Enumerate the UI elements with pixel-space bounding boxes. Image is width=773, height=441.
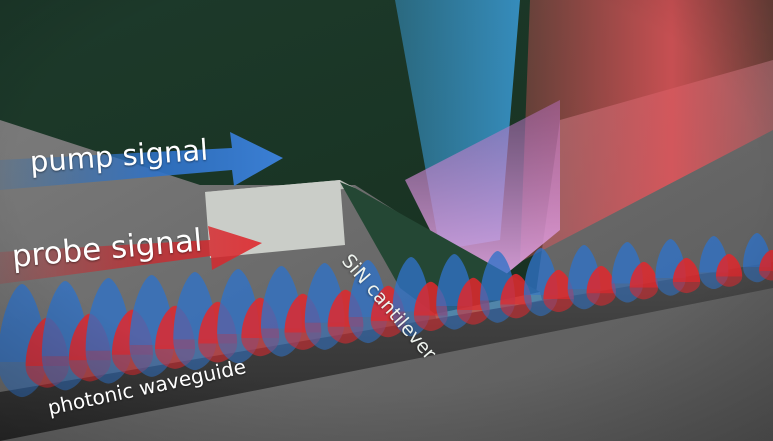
scene xyxy=(0,0,773,441)
vignette xyxy=(0,0,773,441)
